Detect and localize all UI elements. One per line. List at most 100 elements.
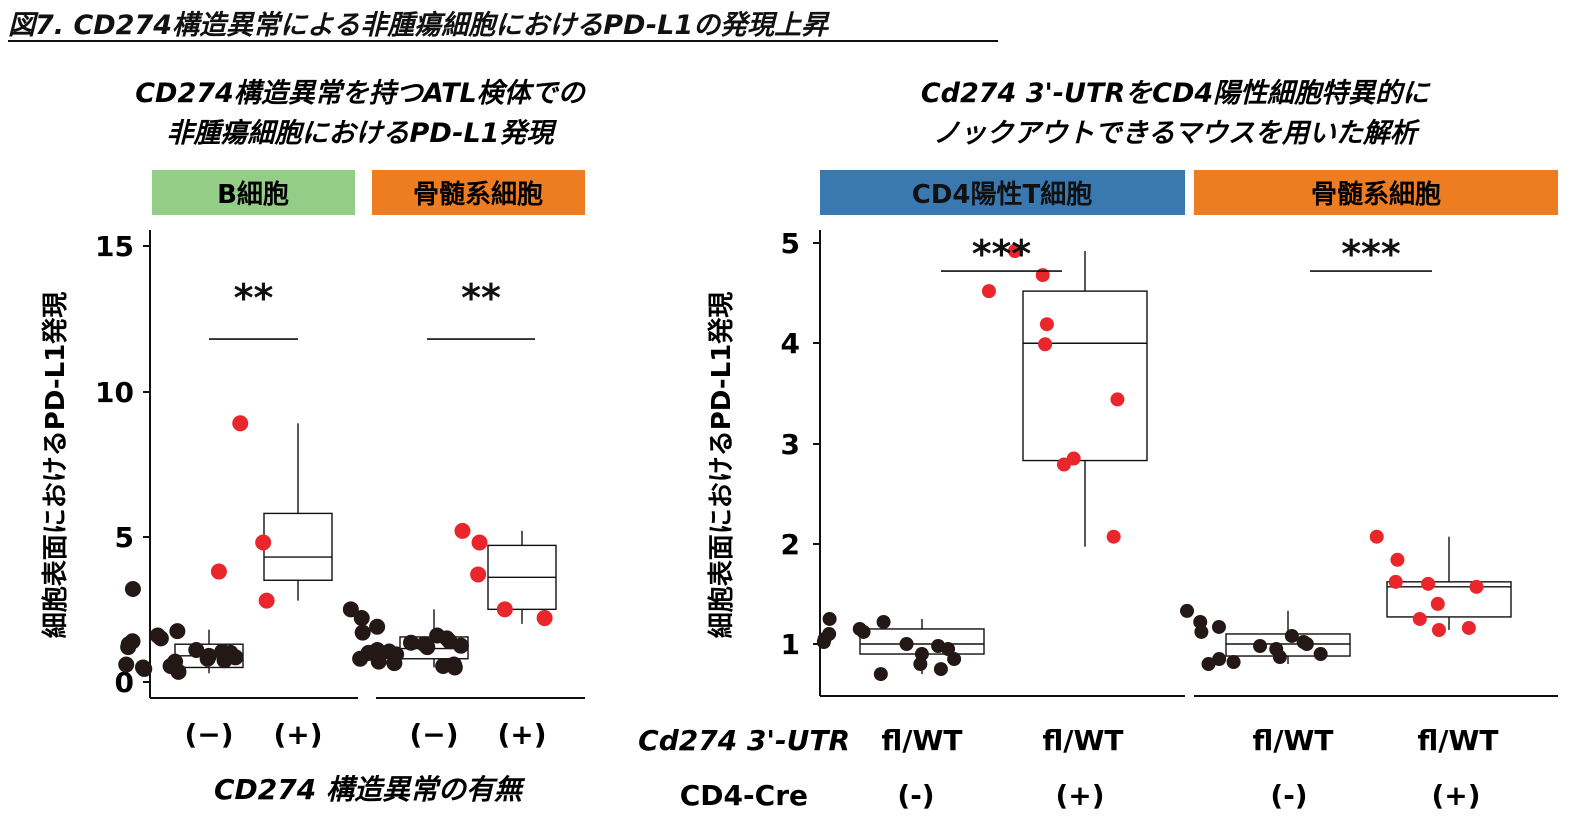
- left-panel-title-line1: CD274構造異常を持つATL検体での: [135, 78, 587, 109]
- data-point-positive: [1461, 620, 1476, 635]
- right-y-ticks: 1 2 3 4 5: [781, 227, 820, 661]
- data-point-negative: [1272, 650, 1287, 665]
- facet-strip-myeloid-right: [1194, 170, 1558, 215]
- right-panel-title-line1: Cd274 3'-UTRをCD4陽性細胞特異的に: [921, 78, 1431, 109]
- cre-value: (-): [897, 779, 934, 812]
- data-point-negative: [446, 659, 463, 676]
- data-point-negative: [170, 663, 187, 680]
- data-point-negative: [124, 580, 141, 597]
- data-point-positive: [1430, 596, 1445, 611]
- facet-label-b-cell: B細胞: [217, 179, 289, 210]
- data-point-negative: [1179, 603, 1194, 618]
- significance-label: **: [461, 276, 501, 320]
- data-point-positive: [1035, 268, 1050, 283]
- data-point-positive: [1388, 574, 1403, 589]
- right-panel-title-line2: ノックアウトできるマウスを用いた解析: [933, 118, 1421, 149]
- left-x-axis-label: CD274 構造異常の有無: [214, 773, 526, 806]
- data-point-positive: [210, 563, 227, 580]
- data-point-positive: [1106, 529, 1121, 544]
- left-y-ticks: 0 5 10 15: [95, 230, 150, 699]
- data-point-positive: [470, 566, 487, 583]
- box-iqr: [1386, 581, 1512, 618]
- cre-value: (+): [1055, 779, 1104, 812]
- facet-label-myeloid: 骨髄系細胞: [413, 179, 543, 210]
- data-point-positive: [471, 534, 488, 551]
- data-point-positive: [1369, 529, 1384, 544]
- row-label-cd274-utr: Cd274 3'-UTR: [638, 724, 850, 757]
- row-label-cd4-cre: CD4-Cre: [680, 779, 808, 812]
- genotype-value: fl/WT: [882, 724, 963, 757]
- significance-label: **: [234, 276, 274, 320]
- data-point-negative: [353, 610, 370, 627]
- data-point-positive: [1007, 244, 1022, 259]
- data-point-negative: [199, 650, 216, 667]
- data-point-negative: [402, 634, 419, 651]
- data-point-negative: [933, 662, 948, 677]
- data-point-negative: [1211, 619, 1226, 634]
- data-point-positive: [1431, 622, 1446, 637]
- genotype-value: fl/WT: [1253, 724, 1334, 757]
- data-point-negative: [452, 637, 469, 654]
- data-point-positive: [1056, 457, 1071, 472]
- data-point-negative: [136, 660, 153, 677]
- data-point-negative: [342, 601, 359, 618]
- data-point-negative: [118, 656, 135, 673]
- data-point-negative: [1212, 652, 1227, 667]
- data-point-negative: [899, 637, 914, 651]
- data-point-positive: [1469, 579, 1484, 594]
- figure-title: 図7. CD274構造異常による非腫瘍細胞におけるPD-L1の発現上昇: [8, 10, 830, 41]
- data-point-positive: [1390, 552, 1405, 567]
- data-point-negative: [1299, 637, 1314, 651]
- data-point-positive: [1412, 611, 1427, 626]
- data-point-positive: [255, 534, 272, 551]
- left-y-tick-label: 5: [115, 521, 134, 554]
- data-point-negative: [435, 658, 452, 675]
- left-y-axis-label: 細胞表面におけるPD-L1発現: [40, 292, 71, 639]
- data-point-negative: [1253, 639, 1268, 654]
- facet-label-myeloid-right: 骨髄系細胞: [1311, 179, 1441, 210]
- data-point-negative: [873, 667, 888, 682]
- right-y-tick-label: 2: [781, 528, 800, 561]
- data-point-positive: [258, 592, 275, 609]
- data-point-negative: [188, 642, 205, 659]
- box-iqr: [1022, 290, 1148, 462]
- left-plot-area: ** **: [118, 276, 557, 680]
- genotype-value: fl/WT: [1043, 724, 1124, 757]
- data-point-positive: [454, 522, 471, 539]
- significance-label: ***: [972, 232, 1032, 276]
- left-y-tick-label: 0: [115, 666, 134, 699]
- data-point-negative: [1194, 624, 1209, 639]
- data-point-negative: [856, 624, 871, 639]
- data-point-negative: [1226, 655, 1241, 670]
- left-x-tick-label: (−): [184, 718, 233, 751]
- left-y-tick-label: 10: [95, 376, 134, 409]
- data-point-negative: [822, 611, 837, 626]
- right-y-tick-label: 3: [781, 428, 800, 461]
- data-point-negative: [386, 655, 403, 672]
- data-point-positive: [1039, 317, 1054, 332]
- data-point-negative: [1284, 628, 1299, 643]
- significance-label: ***: [1341, 232, 1401, 276]
- data-point-negative: [169, 623, 186, 640]
- right-panel: Cd274 3'-UTRをCD4陽性細胞特異的に ノックアウトできるマウスを用い…: [638, 78, 1558, 812]
- data-point-negative: [913, 657, 928, 672]
- left-x-tick-label: (+): [497, 718, 546, 751]
- data-point-negative: [352, 650, 369, 667]
- right-plot-area: *** ***: [816, 232, 1512, 682]
- facet-strip-b-cell: [152, 170, 355, 215]
- cre-value: (-): [1270, 779, 1307, 812]
- facet-strip-myeloid: [372, 170, 585, 215]
- right-y-axis-label: 細胞表面におけるPD-L1発現: [706, 292, 737, 639]
- data-point-negative: [216, 652, 233, 669]
- data-point-positive: [496, 601, 513, 618]
- data-point-negative: [369, 618, 386, 635]
- data-point-negative: [1313, 647, 1328, 662]
- data-point-positive: [1110, 392, 1125, 407]
- data-point-negative: [876, 614, 891, 629]
- data-point-positive: [1038, 337, 1053, 352]
- data-point-positive: [1421, 576, 1436, 591]
- data-point-negative: [370, 653, 387, 670]
- data-point-negative: [1201, 657, 1216, 672]
- left-panel-title-line2: 非腫瘍細胞におけるPD-L1発現: [167, 118, 558, 149]
- right-y-tick-label: 5: [781, 227, 800, 260]
